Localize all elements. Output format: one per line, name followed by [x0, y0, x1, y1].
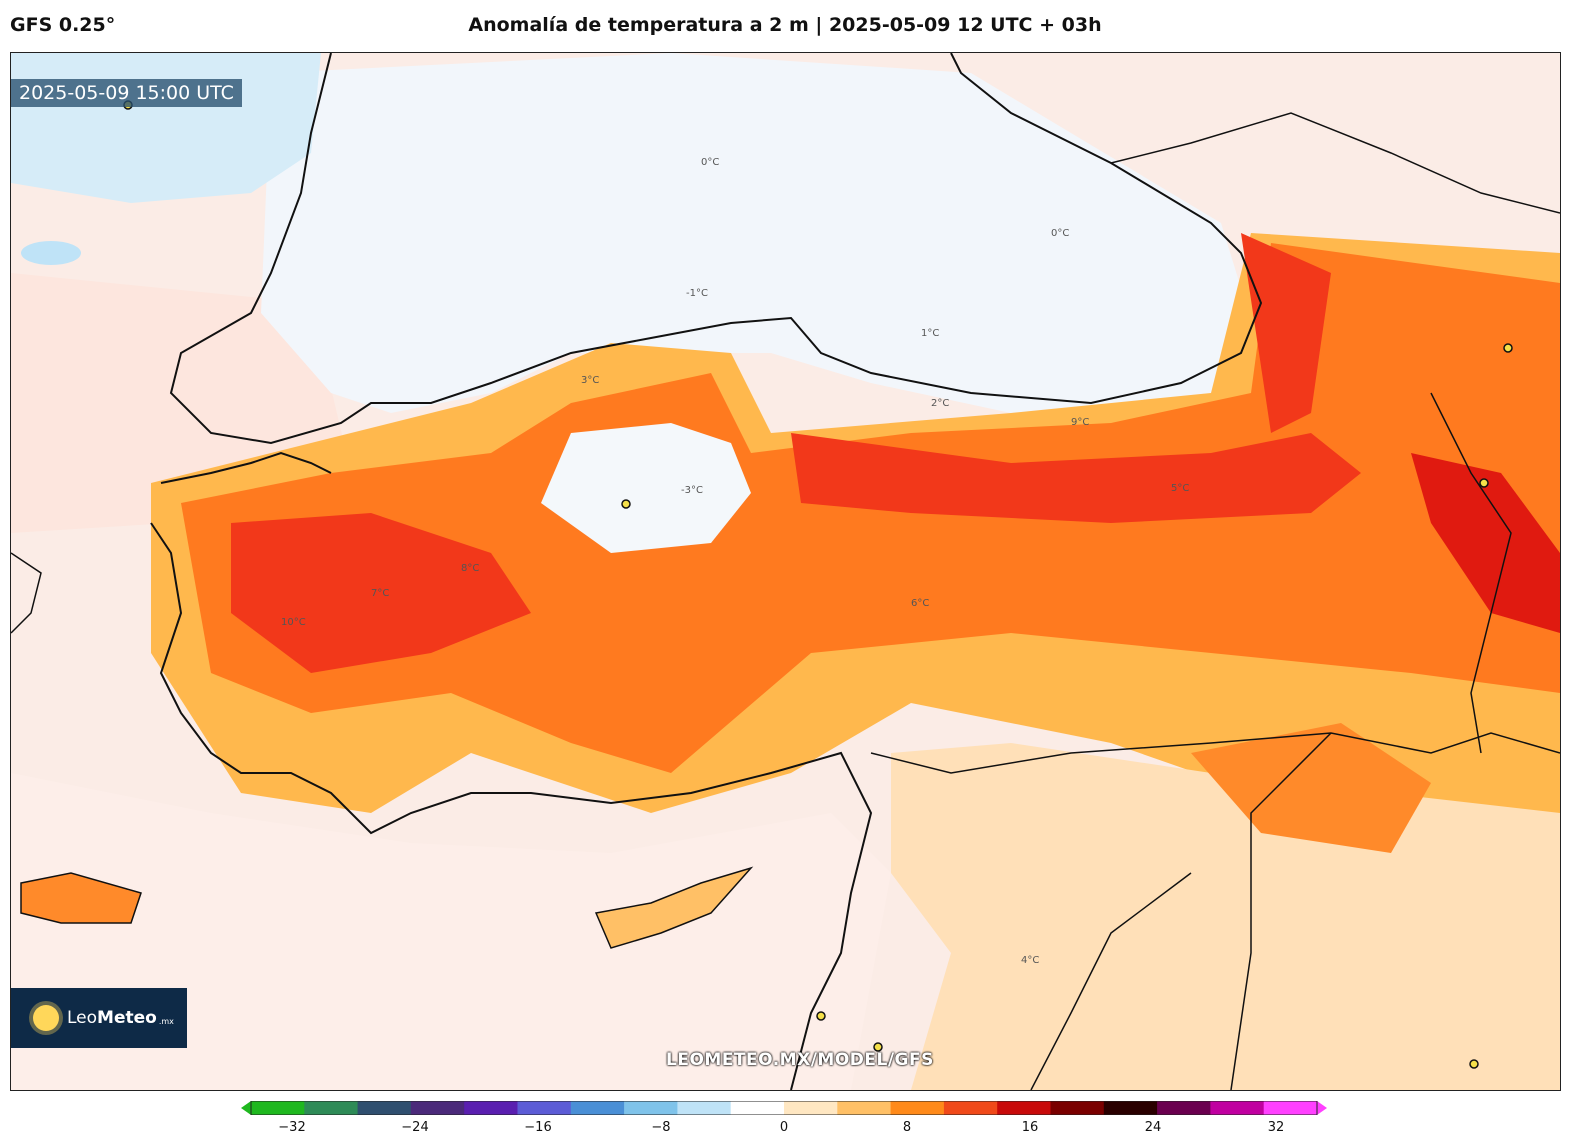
colorbar-tick-label: 24	[1144, 1120, 1162, 1135]
colorbar-segment	[943, 1101, 998, 1115]
colorbar-segment	[251, 1101, 305, 1115]
map-panel: 0°C 0°C -1°C 1°C 2°C 3°C 5°C 6°C 7°C 8°C…	[10, 52, 1561, 1091]
city-marker	[873, 1042, 883, 1052]
leometeo-logo: LeoMeteo .mx	[11, 988, 187, 1048]
model-label: GFS 0.25°	[10, 14, 116, 36]
colorbar-tick-label: −24	[401, 1120, 429, 1135]
contour-label: 10°C	[281, 617, 306, 628]
colorbar-max-arrow	[1317, 1101, 1327, 1115]
logo-text: LeoMeteo	[67, 1008, 157, 1028]
colorbar-tick-label: 8	[902, 1120, 912, 1135]
colorbar-segment	[304, 1101, 359, 1115]
cyprus-outline	[594, 866, 754, 949]
crete-warm	[21, 873, 141, 923]
contour-label: 7°C	[371, 588, 389, 599]
cyprus	[596, 868, 751, 948]
colorbar-segment	[1103, 1101, 1158, 1115]
syria-iraq-border	[1230, 732, 1332, 1090]
contour-label: -3°C	[681, 485, 703, 496]
contour-label: -1°C	[686, 288, 708, 299]
colorbar-tick-label: −32	[278, 1120, 306, 1135]
cool-patch-w	[21, 241, 81, 265]
hot-core-east	[791, 433, 1361, 523]
hot-core-west	[231, 513, 531, 673]
city-marker	[621, 499, 631, 509]
colorbar	[241, 1101, 1327, 1115]
colorbar-min-arrow	[241, 1101, 251, 1115]
contour-label: 6°C	[911, 598, 929, 609]
contour-label: 4°C	[1021, 955, 1039, 966]
hot-core-ne	[1241, 233, 1331, 433]
watermark-url: LEOMETEO.MX/MODEL/GFS	[666, 1050, 934, 1070]
contour-label: 0°C	[1051, 228, 1069, 239]
colorbar-segment	[1157, 1101, 1211, 1115]
colorbar-segment	[730, 1101, 785, 1115]
city-marker	[1469, 1059, 1479, 1069]
colorbar-segment	[464, 1101, 518, 1115]
colorbar-segment	[624, 1101, 678, 1115]
city-marker	[816, 1011, 826, 1021]
anomaly-map: 0°C 0°C -1°C 1°C 2°C 3°C 5°C 6°C 7°C 8°C…	[11, 53, 1560, 1090]
valid-time-badge: 2025-05-09 15:00 UTC	[11, 79, 242, 107]
contour-label: 1°C	[921, 328, 939, 339]
colorbar-tick-label: −8	[651, 1120, 671, 1135]
colorbar-segment	[357, 1101, 412, 1115]
marmara-coast	[160, 451, 332, 484]
colorbar-segment	[837, 1101, 892, 1115]
logo-suffix: .mx	[158, 1016, 174, 1026]
anatolia-south-coast	[150, 522, 873, 1090]
mediterranean	[11, 773, 891, 1090]
black-sea-coastline	[169, 53, 1263, 445]
contour-label: 2°C	[931, 398, 949, 409]
black-sea	[261, 53, 1261, 413]
chart-title: Anomalía de temperatura a 2 m | 2025-05-…	[468, 14, 1102, 36]
caucasus-border	[1110, 112, 1560, 214]
colorbar-segment	[890, 1101, 945, 1115]
jordan-border	[1030, 872, 1192, 1090]
contour-label: 0°C	[701, 157, 719, 168]
colorbar-tick-label: 0	[779, 1120, 789, 1135]
city-marker	[1503, 343, 1513, 353]
colorbar-tick-label: 16	[1021, 1120, 1039, 1135]
colorbar-frame	[250, 1101, 1318, 1115]
contour-label: 8°C	[461, 563, 479, 574]
hot-core-far-east	[1411, 453, 1560, 633]
crete-outline	[20, 872, 142, 924]
colorbar-segment	[1263, 1101, 1318, 1115]
turkey-iran-border	[1430, 392, 1512, 754]
colorbar-segment	[1210, 1101, 1265, 1115]
contour-label: 5°C	[1171, 483, 1189, 494]
colorbar-segment	[677, 1101, 732, 1115]
colorbar-segment	[570, 1101, 625, 1115]
sun-icon	[33, 1005, 59, 1031]
colorbar-segment	[784, 1101, 838, 1115]
colorbar-segment	[517, 1101, 572, 1115]
contour-label: 3°C	[581, 375, 599, 386]
colorbar-tick-label: −16	[524, 1120, 552, 1135]
greece-coast	[11, 552, 42, 634]
colorbar-tick-label: 32	[1267, 1120, 1285, 1135]
central-anatolia-cool	[541, 423, 751, 553]
colorbar-segment	[410, 1101, 465, 1115]
contour-label: 9°C	[1071, 417, 1089, 428]
turkey-syria-border	[870, 732, 1560, 774]
colorbar-segment	[997, 1101, 1051, 1115]
colorbar-segment	[1050, 1101, 1105, 1115]
city-marker	[1479, 478, 1489, 488]
